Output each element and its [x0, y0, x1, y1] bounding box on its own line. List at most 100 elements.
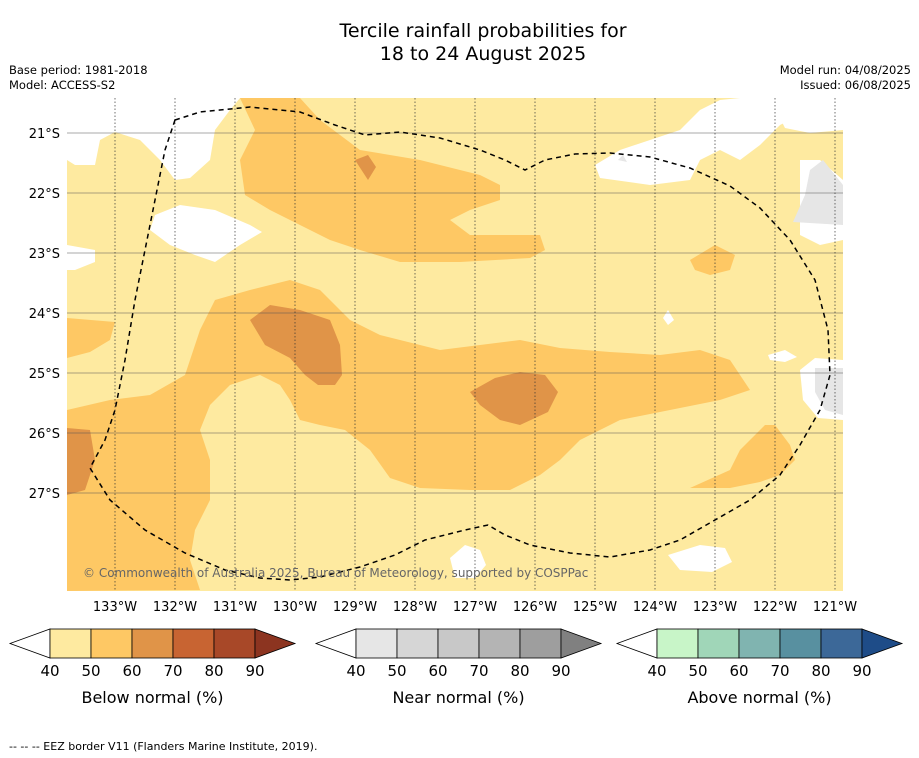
lat-label: 25°S — [29, 367, 60, 382]
lon-label: 122°W — [753, 600, 797, 615]
colorbar-segment — [355, 628, 398, 659]
colorbar-tick-label: 50 — [387, 662, 406, 680]
no-dominant-region-w2 — [67, 245, 95, 270]
no-dominant-region-e3 — [768, 350, 797, 362]
near-40-50-region-e — [793, 160, 843, 225]
below-50-60-region-north — [240, 98, 545, 262]
below-50-60-region-main — [67, 280, 750, 591]
colorbar-tick-label: 40 — [40, 662, 59, 680]
colorbar-segment — [478, 628, 521, 659]
colorbar-segment — [437, 628, 480, 659]
colorbar-segment — [779, 628, 822, 659]
lon-label: 125°W — [573, 600, 617, 615]
map-title: Tercile rainfall probabilities for 18 to… — [0, 20, 919, 66]
lon-label: 124°W — [633, 600, 677, 615]
colorbar-tick-label: 70 — [770, 662, 789, 680]
model-run-text: Model run: 04/08/2025 — [779, 63, 911, 77]
colorbar-tick-label: 60 — [729, 662, 748, 680]
lon-label: 132°W — [153, 600, 197, 615]
colorbar-tick-label: 90 — [852, 662, 871, 680]
colorbar-tick-label: 80 — [204, 662, 223, 680]
lat-label: 22°S — [29, 187, 60, 202]
eez-border-line — [89, 106, 831, 581]
below-60-70-region-a — [250, 305, 342, 385]
colorbar-tick-label: 50 — [81, 662, 100, 680]
below-60-70-region-b — [470, 372, 558, 425]
colorbar-tick-label: 50 — [688, 662, 707, 680]
colorbar-segment — [738, 628, 781, 659]
eez-footer-note: -- -- -- EEZ border V11 (Flanders Marine… — [9, 740, 318, 753]
colorbar-segment — [396, 628, 439, 659]
no-dominant-region-ne2 — [780, 110, 843, 133]
no-dominant-region-s2 — [668, 545, 732, 572]
colorbar-near: 40 50 60 70 80 90 Near normal (%) — [314, 628, 603, 707]
colorbar-above: 40 50 60 70 80 90 Above normal (%) — [615, 628, 904, 707]
colorbar-legends: 40 50 60 70 80 90 Below normal (%) 40 50 60 70 80 90… — [8, 628, 904, 707]
colorbar-extend-low — [314, 628, 357, 659]
colorbar-title: Near normal (%) — [392, 688, 524, 707]
colorbar-below: 40 50 60 70 80 90 Below normal (%) — [8, 628, 297, 707]
colorbar-extend-high — [254, 628, 297, 659]
lat-label: 21°S — [29, 127, 60, 142]
no-dominant-region-s1 — [450, 545, 486, 578]
lon-label: 131°W — [213, 600, 257, 615]
below-50-60-region-east — [690, 245, 735, 275]
colorbar-tick-label: 70 — [163, 662, 182, 680]
colorbar-tick-label: 80 — [510, 662, 529, 680]
colorbar-segment — [90, 628, 133, 659]
lon-label: 130°W — [273, 600, 317, 615]
colorbar-tick-label: 90 — [245, 662, 264, 680]
latitude-gridlines — [67, 132, 843, 494]
below-60-70-region-c — [67, 428, 95, 495]
colorbar-tick-label: 70 — [469, 662, 488, 680]
longitude-gridlines — [114, 98, 836, 591]
colorbar-segment — [697, 628, 740, 659]
model-text: Model: ACCESS-S2 — [9, 78, 116, 92]
colorbar-tick-label: 40 — [647, 662, 666, 680]
no-dominant-region-small — [663, 310, 674, 325]
lon-label: 121°W — [813, 600, 857, 615]
colorbar-segment — [213, 628, 256, 659]
lat-label: 23°S — [29, 247, 60, 262]
colorbar-tick-label: 80 — [811, 662, 830, 680]
latitude-labels: 21°S 22°S 23°S 24°S 25°S 26°S 27°S — [29, 127, 60, 502]
lat-label: 24°S — [29, 307, 60, 322]
colorbar-extend-low — [615, 628, 658, 659]
colorbar-extend-high — [560, 628, 603, 659]
colorbar-tick-label: 60 — [428, 662, 447, 680]
meta-right: Model run: 04/08/2025 Issued: 06/08/2025 — [780, 63, 911, 93]
colorbar-extend-high — [861, 628, 904, 659]
colorbar-segment — [656, 628, 699, 659]
colorbar-extend-low — [8, 628, 51, 659]
title-line-1: Tercile rainfall probabilities for — [339, 20, 627, 42]
colorbar-tick-label: 90 — [551, 662, 570, 680]
no-dominant-region-w — [150, 205, 262, 262]
lon-label: 128°W — [393, 600, 437, 615]
lon-label: 127°W — [453, 600, 497, 615]
lon-label: 129°W — [333, 600, 377, 615]
colorbar-title: Above normal (%) — [687, 688, 831, 707]
below-50-60-region-west — [67, 318, 115, 358]
lon-label: 133°W — [93, 600, 137, 615]
copyright-text: © Commonwealth of Australia 2025, Bureau… — [83, 566, 588, 580]
colorbar-segment — [49, 628, 92, 659]
meta-left: Base period: 1981-2018 Model: ACCESS-S2 — [9, 63, 148, 93]
no-dominant-region-nw — [67, 98, 240, 180]
lon-label: 123°W — [693, 600, 737, 615]
below-50-60-region-southeast — [690, 425, 795, 488]
colorbar-segment — [172, 628, 215, 659]
probability-field — [67, 98, 843, 591]
lat-label: 26°S — [29, 427, 60, 442]
colorbar-title: Below normal (%) — [81, 688, 223, 707]
colorbar-segment — [131, 628, 174, 659]
colorbar-segment — [519, 628, 562, 659]
title-line-2: 18 to 24 August 2025 — [379, 43, 587, 65]
below-60-70-region-d — [355, 155, 376, 180]
issued-text: Issued: 06/08/2025 — [800, 78, 911, 92]
colorbar-tick-label: 40 — [346, 662, 365, 680]
base-period-text: Base period: 1981-2018 — [9, 63, 148, 77]
lat-label: 27°S — [29, 487, 60, 502]
colorbar-tick-label: 60 — [122, 662, 141, 680]
lon-label: 126°W — [513, 600, 557, 615]
